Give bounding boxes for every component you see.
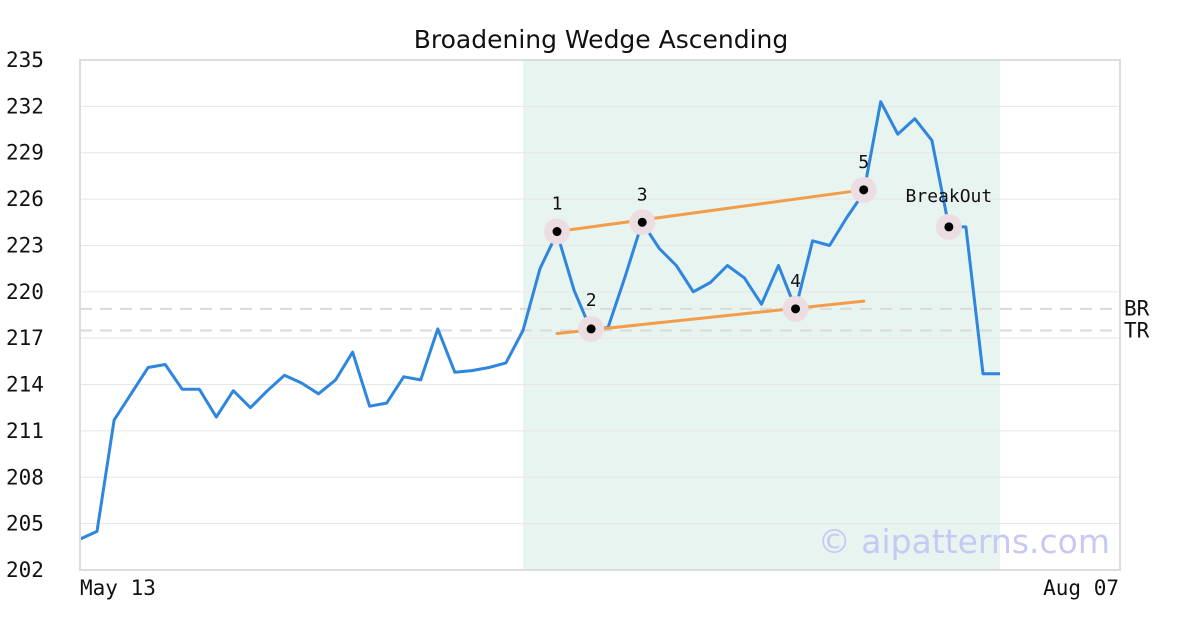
trendlines xyxy=(555,188,866,336)
y-tick-label: 217 xyxy=(6,326,44,350)
x-end-label: Aug 07 xyxy=(1043,576,1119,600)
y-tick-label: 232 xyxy=(6,94,44,118)
y-tick-label: 211 xyxy=(6,419,44,443)
reference-line-label: BR xyxy=(1124,297,1150,321)
pattern-point xyxy=(552,227,562,237)
x-start-label: May 13 xyxy=(80,576,156,600)
chart-title: Broadening Wedge Ascending xyxy=(414,25,789,54)
highlight-region xyxy=(522,60,1000,570)
y-tick-label: 202 xyxy=(6,558,44,582)
y-tick-label: 226 xyxy=(6,187,44,211)
pattern-point xyxy=(637,217,647,227)
pattern-point xyxy=(859,185,869,195)
y-tick-label: 235 xyxy=(6,48,44,72)
point-label: 1 xyxy=(552,194,563,215)
y-tick-label: 205 xyxy=(6,512,44,536)
y-tick-label: 214 xyxy=(6,373,44,397)
point-label: 2 xyxy=(586,290,597,311)
pattern-point xyxy=(586,324,596,334)
y-tick-label: 229 xyxy=(6,141,44,165)
plot-frame xyxy=(79,59,1121,571)
pattern-point xyxy=(944,222,954,232)
y-tick-label: 208 xyxy=(6,465,44,489)
point-label: BreakOut xyxy=(906,186,993,207)
point-label: 4 xyxy=(790,271,801,292)
trendline xyxy=(555,299,866,336)
trendline xyxy=(555,188,866,234)
watermark: © aipatterns.com xyxy=(818,522,1110,561)
point-label: 3 xyxy=(637,184,648,205)
y-tick-labels: 202 205 208 211 214 217 220 223 226 229 232 235 xyxy=(6,48,44,582)
pattern-point xyxy=(791,304,801,314)
price-series-line xyxy=(79,100,1000,541)
point-label: 5 xyxy=(858,152,869,173)
y-gridlines xyxy=(80,59,1120,571)
pattern-points: 1 2 3 4 5 BreakOut xyxy=(544,152,992,342)
y-tick-label: 220 xyxy=(6,280,44,304)
reference-line-label: TR xyxy=(1124,319,1150,343)
y-tick-label: 223 xyxy=(6,233,44,257)
